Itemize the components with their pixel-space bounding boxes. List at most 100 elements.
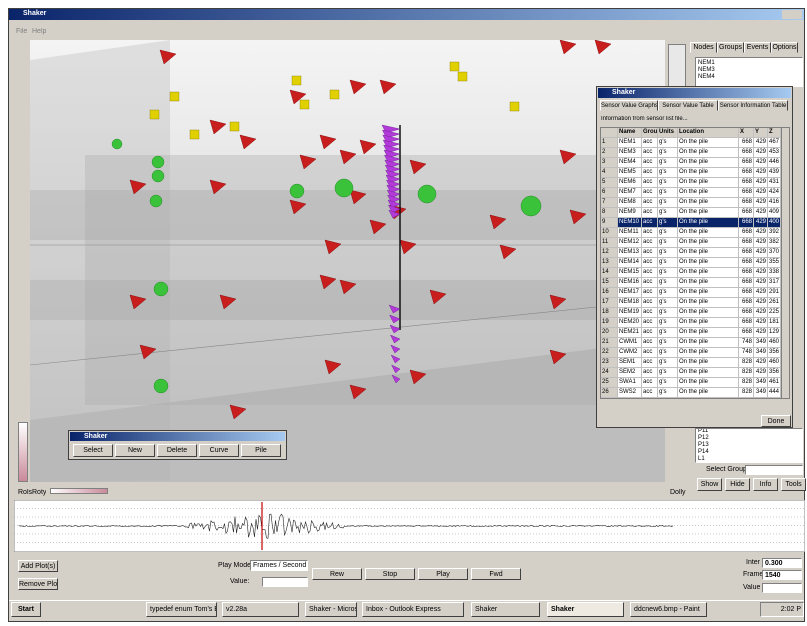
table-cell[interactable]: 424: [768, 188, 781, 198]
table-cell[interactable]: On the pile: [678, 278, 739, 288]
table-cell[interactable]: 668: [739, 208, 754, 218]
table-cell[interactable]: 828: [739, 378, 754, 388]
node-item[interactable]: NEM4: [698, 74, 715, 80]
table-cell[interactable]: 748: [739, 338, 754, 348]
table-cell[interactable]: 23: [601, 358, 618, 368]
table-cell[interactable]: NEM9: [618, 208, 642, 218]
table-cell[interactable]: 668: [739, 238, 754, 248]
table-cell[interactable]: 668: [739, 158, 754, 168]
table-cell[interactable]: On the pile: [678, 378, 739, 388]
table-cell[interactable]: 338: [768, 268, 781, 278]
tab[interactable]: Events: [744, 42, 771, 53]
tab[interactable]: Sensor Information Table: [718, 100, 788, 111]
table-cell[interactable]: 291: [768, 288, 781, 298]
table-cell[interactable]: On the pile: [678, 138, 739, 148]
table-cell[interactable]: 129: [768, 328, 781, 338]
table-cell[interactable]: 400: [768, 218, 781, 228]
table-cell[interactable]: On the pile: [678, 318, 739, 328]
table-cell[interactable]: 7: [601, 198, 618, 208]
table-cell[interactable]: NEM6: [618, 178, 642, 188]
table-cell[interactable]: 668: [739, 198, 754, 208]
table-cell[interactable]: g's: [658, 138, 678, 148]
table-cell[interactable]: acc: [642, 288, 658, 298]
table-cell[interactable]: 429: [754, 248, 768, 258]
table-cell[interactable]: 349: [754, 338, 768, 348]
button[interactable]: Done: [761, 415, 791, 427]
table-cell[interactable]: 429: [754, 288, 768, 298]
button[interactable]: Info: [753, 478, 778, 491]
table-cell[interactable]: g's: [658, 348, 678, 358]
table-cell[interactable]: 429: [754, 158, 768, 168]
table-cell[interactable]: g's: [658, 368, 678, 378]
button[interactable]: Pile: [241, 444, 281, 457]
table-cell[interactable]: NEM3: [618, 148, 642, 158]
table-cell[interactable]: acc: [642, 348, 658, 358]
dropdown[interactable]: [745, 465, 803, 475]
table-cell[interactable]: 6: [601, 188, 618, 198]
table-cell[interactable]: 370: [768, 248, 781, 258]
table-cell[interactable]: acc: [642, 158, 658, 168]
node-item[interactable]: P14: [698, 449, 709, 455]
field[interactable]: [762, 583, 802, 593]
button[interactable]: New: [115, 444, 155, 457]
table-cell[interactable]: 349: [754, 378, 768, 388]
table-cell[interactable]: acc: [642, 318, 658, 328]
task-item[interactable]: v2.28a: [222, 602, 299, 617]
table-cell[interactable]: acc: [642, 368, 658, 378]
table-cell[interactable]: NEM18: [618, 298, 642, 308]
table-cell[interactable]: 668: [739, 188, 754, 198]
table-cell[interactable]: SEM2: [618, 368, 642, 378]
table-cell[interactable]: 668: [739, 288, 754, 298]
table-cell[interactable]: 429: [754, 168, 768, 178]
table-cell[interactable]: acc: [642, 278, 658, 288]
table-cell[interactable]: 668: [739, 228, 754, 238]
table-cell[interactable]: 444: [768, 388, 781, 398]
slider[interactable]: [50, 488, 108, 494]
menu-item[interactable]: File: [16, 28, 28, 35]
table-cell[interactable]: 429: [754, 328, 768, 338]
table-cell[interactable]: 429: [754, 148, 768, 158]
table-cell[interactable]: NEM1: [618, 138, 642, 148]
table-cell[interactable]: SWS2: [618, 388, 642, 398]
table-cell[interactable]: 12: [601, 248, 618, 258]
table-cell[interactable]: On the pile: [678, 298, 739, 308]
table-cell[interactable]: 416: [768, 198, 781, 208]
table-cell[interactable]: NEM19: [618, 308, 642, 318]
table-cell[interactable]: g's: [658, 258, 678, 268]
table-cell[interactable]: 668: [739, 278, 754, 288]
table-cell[interactable]: 355: [768, 258, 781, 268]
table-cell[interactable]: acc: [642, 388, 658, 398]
table-cell[interactable]: 467: [768, 138, 781, 148]
field[interactable]: 1540: [762, 570, 802, 580]
table-cell[interactable]: g's: [658, 288, 678, 298]
task-item[interactable]: ddcnew6.bmp - Paint: [630, 602, 707, 617]
table-cell[interactable]: On the pile: [678, 158, 739, 168]
table-cell[interactable]: g's: [658, 308, 678, 318]
table-cell[interactable]: On the pile: [678, 208, 739, 218]
table-cell[interactable]: 431: [768, 178, 781, 188]
table-cell[interactable]: 2: [601, 148, 618, 158]
table-cell[interactable]: 668: [739, 268, 754, 278]
table-cell[interactable]: 261: [768, 298, 781, 308]
table-cell[interactable]: acc: [642, 338, 658, 348]
table-cell[interactable]: g's: [658, 228, 678, 238]
table-cell[interactable]: 356: [768, 368, 781, 378]
table-cell[interactable]: g's: [658, 338, 678, 348]
slider[interactable]: [18, 422, 28, 482]
table-cell[interactable]: g's: [658, 248, 678, 258]
node-item[interactable]: P12: [698, 435, 709, 441]
table-cell[interactable]: 429: [754, 238, 768, 248]
table-cell[interactable]: 668: [739, 248, 754, 258]
sensor-table[interactable]: NameGroupUnitsLocationXYZ1NEM1accg'sOn t…: [600, 127, 790, 399]
table-cell[interactable]: On the pile: [678, 328, 739, 338]
table-cell[interactable]: 461: [768, 378, 781, 388]
table-cell[interactable]: CWM1: [618, 338, 642, 348]
table-cell[interactable]: On the pile: [678, 358, 739, 368]
table-cell[interactable]: 13: [601, 258, 618, 268]
table-cell[interactable]: 349: [754, 388, 768, 398]
node-item[interactable]: P11: [698, 428, 709, 434]
table-cell[interactable]: g's: [658, 178, 678, 188]
table-cell[interactable]: 429: [754, 368, 768, 378]
field[interactable]: 0.300: [762, 558, 802, 568]
tab[interactable]: Options: [771, 42, 798, 53]
